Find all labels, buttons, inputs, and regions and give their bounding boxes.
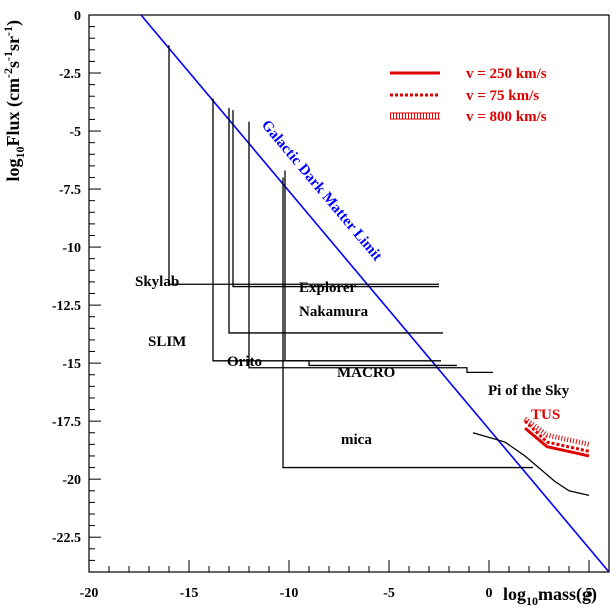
label-orito: Orito — [227, 354, 262, 370]
y-tick-label: 0 — [74, 9, 81, 24]
limit-curve-pi-of-the-sky — [472, 432, 590, 497]
limit-curve-mica — [282, 177, 533, 469]
x-tick-label: -10 — [280, 586, 299, 601]
x-axis-title: log10mass(g) — [503, 584, 597, 607]
y-tick-label: -5 — [69, 125, 81, 140]
label-explorer: Explorer — [299, 280, 357, 296]
limit-curve-slim — [212, 98, 441, 362]
legend-label-250: v = 250 km/s — [466, 66, 547, 82]
label-tus: TUS — [531, 407, 560, 423]
y-axis-title: log10Flux (cm-2s-1sr-1) — [1, 20, 27, 182]
axis-ticks — [88, 14, 610, 573]
y-tick-label: -12.5 — [52, 299, 81, 314]
experiment-lines — [168, 45, 590, 497]
tus-curve-solid — [524, 426, 590, 458]
limit-curve-nakamura — [228, 107, 443, 334]
legend-label-75: v = 75 km/s — [466, 88, 539, 104]
label-skylab: Skylab — [135, 274, 179, 290]
limit-curve-explorer — [232, 110, 439, 288]
label-nakamura: Nakamura — [299, 304, 369, 320]
limit-curve-orito — [248, 121, 493, 374]
x-tick-label: -20 — [80, 586, 99, 601]
label-macro: MACRO — [337, 365, 395, 381]
y-tick-label: -2.5 — [59, 67, 81, 82]
plot-area — [140, 15, 609, 572]
x-tick-label: -15 — [180, 586, 199, 601]
y-tick-label: -10 — [62, 241, 81, 256]
legend: v = 250 km/s v = 75 km/s v = 800 km/s — [390, 66, 547, 125]
x-tick-label: -5 — [383, 586, 395, 601]
limit-curve-macro — [284, 170, 457, 367]
label-slim: SLIM — [148, 334, 186, 350]
tus-lines — [523, 416, 590, 458]
y-tick-label: -15 — [62, 357, 81, 372]
limit-curve-skylab — [168, 45, 439, 285]
y-tick-labels: 0 -2.5 -5 -7.5 -10 -12.5 -15 -17.5 -20 -22.5 — [52, 9, 81, 546]
legend-swatch-hatched — [390, 112, 440, 120]
tus-curve-dashed — [523, 420, 590, 453]
tus-curve-hatched — [523, 416, 590, 447]
y-tick-label: -22.5 — [52, 531, 81, 546]
y-tick-label: -17.5 — [52, 415, 81, 430]
label-mica: mica — [341, 432, 372, 448]
dark-matter-limit-line — [140, 15, 609, 572]
dark-matter-limit-label: Galactic Dark Matter Limit — [258, 117, 385, 264]
x-tick-label: 0 — [486, 586, 493, 601]
y-tick-label: -7.5 — [59, 183, 81, 198]
legend-label-800: v = 800 km/s — [466, 109, 547, 125]
x-tick-label: 5 — [586, 586, 593, 601]
label-pi-of-the-sky: Pi of the Sky — [488, 383, 570, 399]
x-tick-labels: -20 -15 -10 -5 0 5 — [80, 586, 593, 601]
y-tick-label: -20 — [62, 473, 81, 488]
